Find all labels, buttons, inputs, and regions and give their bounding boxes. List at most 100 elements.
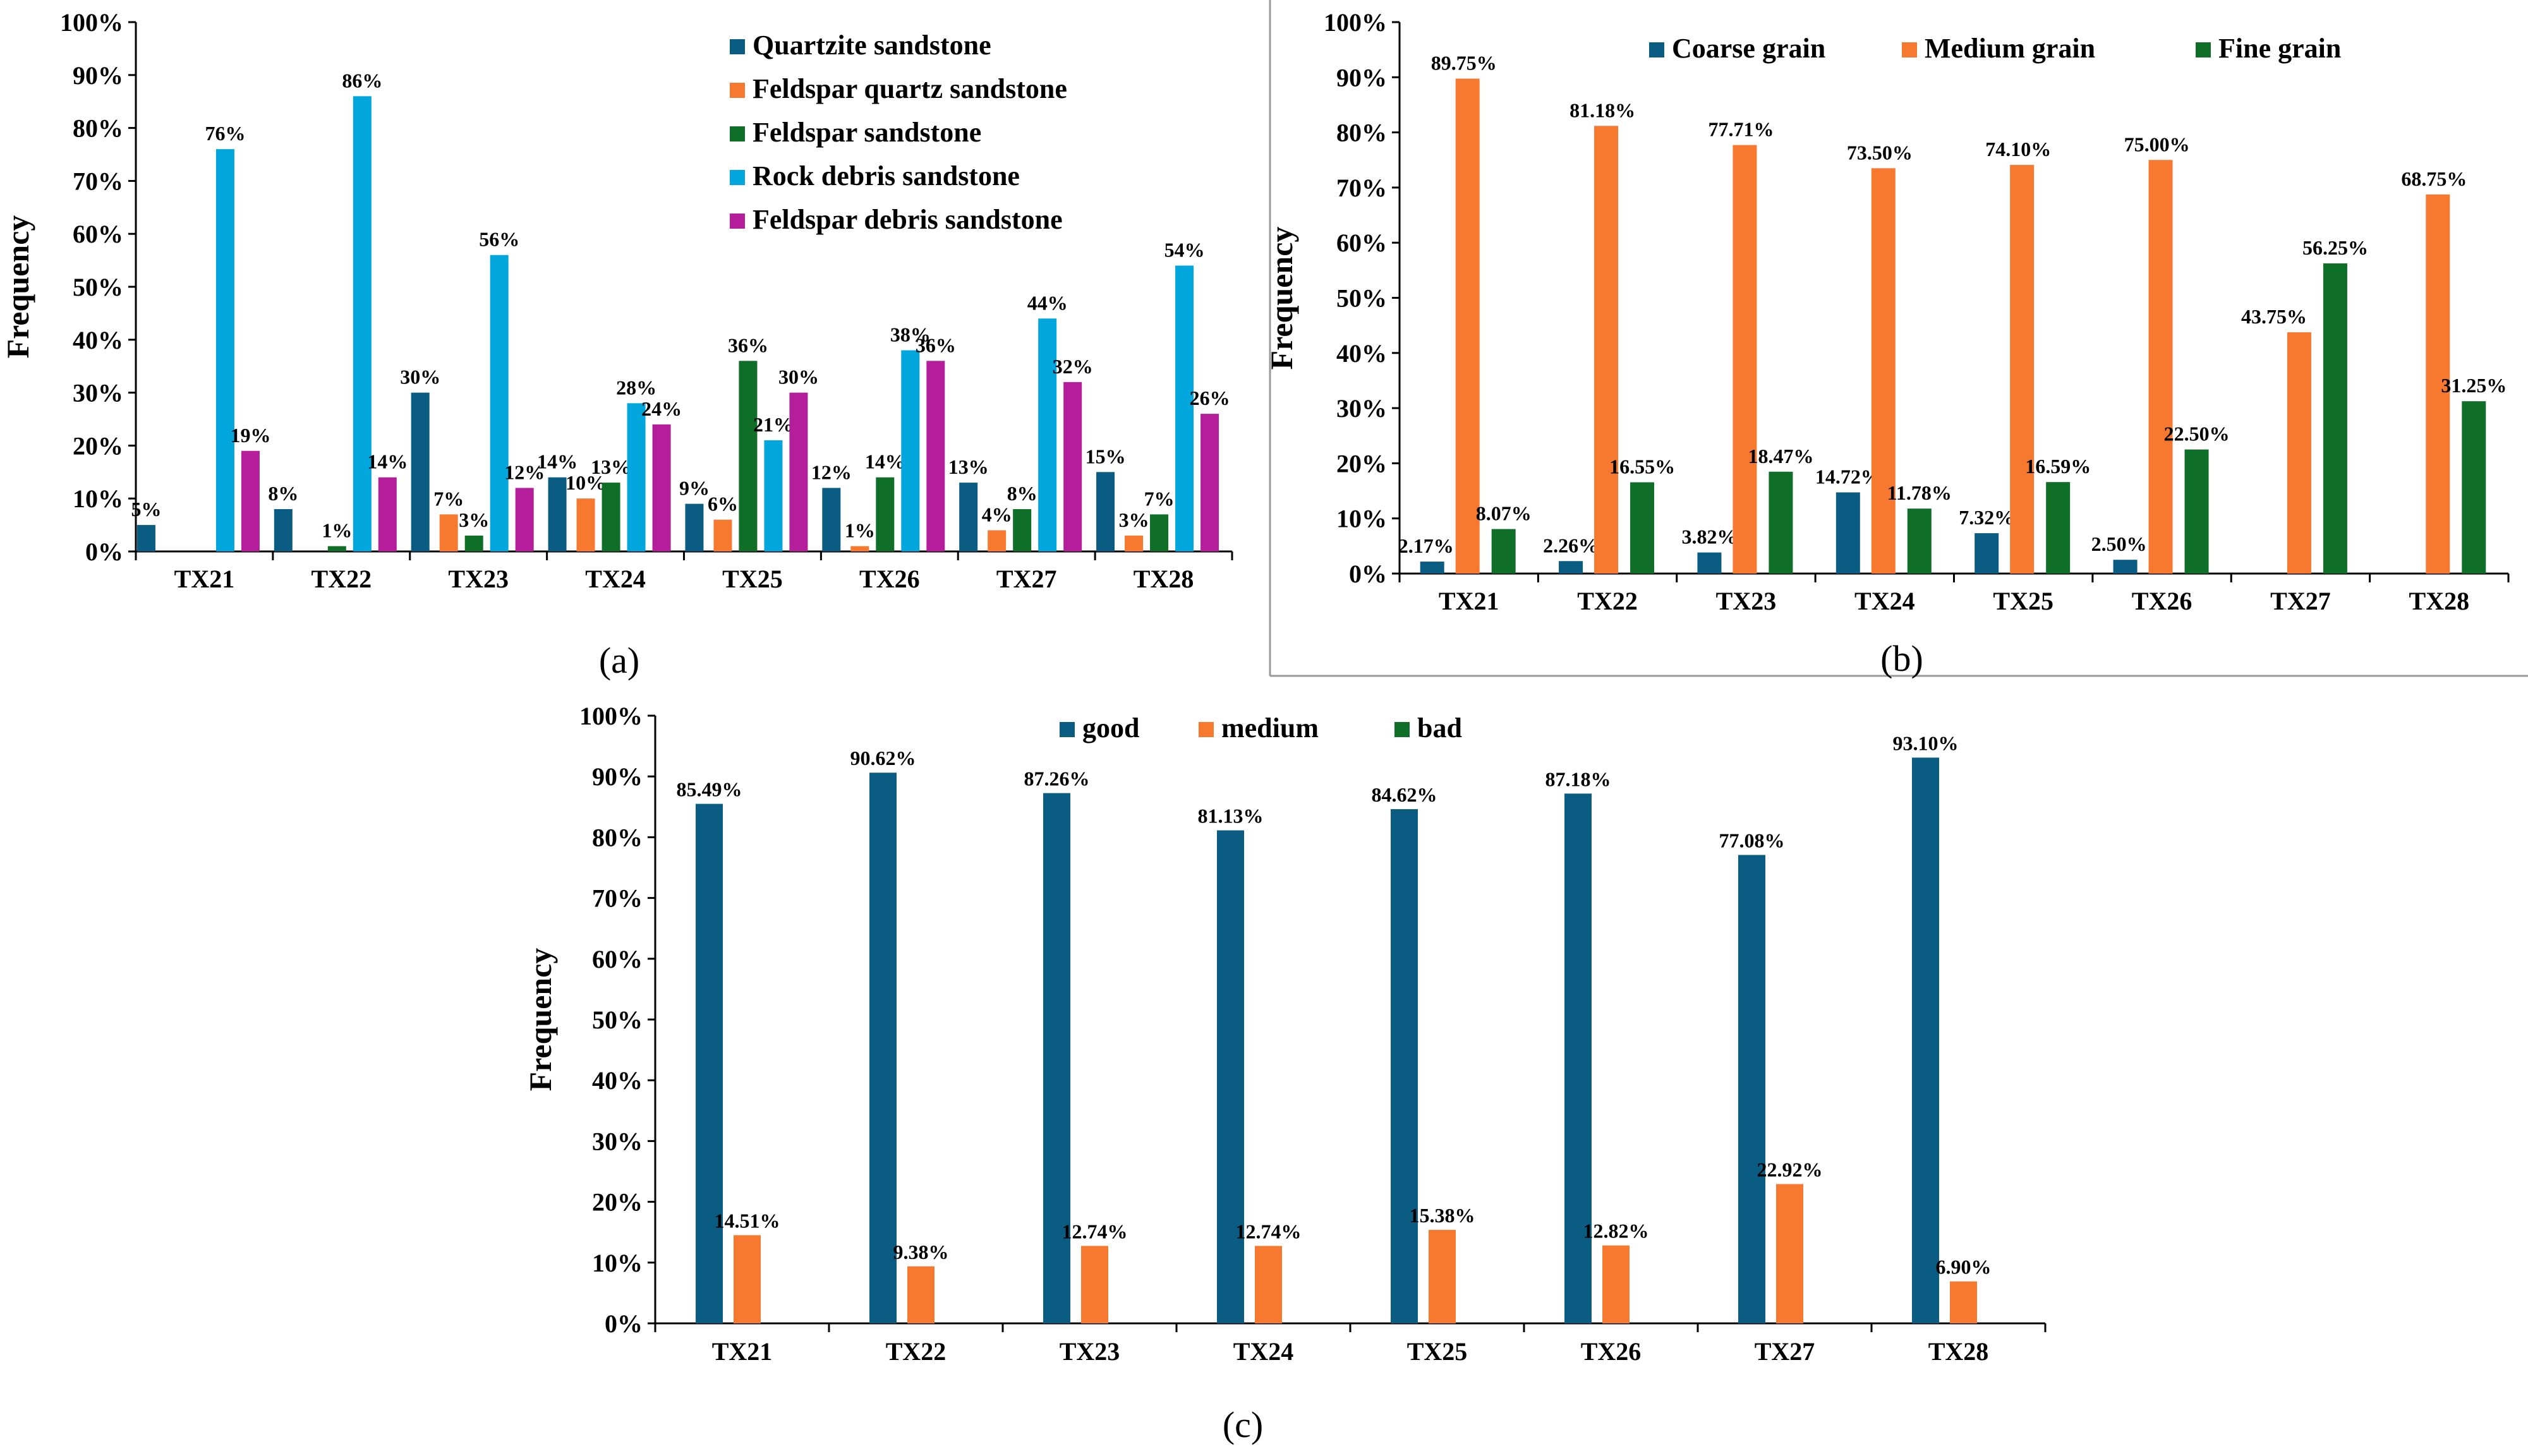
chart-c-y-tick-label: 70% [592,884,643,913]
chart-b-y-tick-label: 10% [1336,505,1387,533]
chart-c-data-label: 12.82% [1583,1220,1649,1242]
chart-c-bar-good-tx26 [1564,793,1592,1323]
chart-c-bar-medium-tx26 [1602,1245,1630,1323]
chart-b-y-axis-title: Frequency [1264,227,1299,370]
chart-a-x-tick-label: TX26 [859,565,920,593]
chart-a-legend-swatch-feldspar-sandstone [730,126,745,141]
chart-a-bar-rock-debris-sandstone-tx25 [764,440,783,551]
chart-c-legend-swatch-medium [1199,722,1214,737]
chart-c-bar-medium-tx21 [734,1235,761,1323]
chart-b-bar-fine-grain-tx25 [2046,482,2071,574]
chart-c-x-tick-label: TX27 [1755,1337,1815,1366]
chart-a-data-label: 8% [1007,482,1037,505]
chart-a-bar-feldspar-debris-sandstone-tx27 [1063,382,1082,551]
chart-a-legend-label: Rock debris sandstone [753,160,1020,191]
chart-b-bar-medium-grain-tx25 [2010,165,2035,574]
chart-b-bar-coarse-grain-tx24 [1836,492,1860,574]
chart-a-x-tick-label: TX21 [174,565,235,593]
chart-a-y-tick-label: 0% [85,538,123,566]
chart-b-data-label: 2.17% [1398,534,1454,557]
chart-c-data-label: 93.10% [1893,731,1959,754]
chart-c-bar-medium-tx24 [1255,1246,1282,1323]
chart-a-legend-label: Quartzite sandstone [753,30,991,61]
chart-b-data-label: 16.55% [1609,455,1675,478]
chart-a-bar-quartzite-sandstone-tx22 [274,508,293,551]
chart-a-bar-rock-debris-sandstone-tx24 [627,403,646,551]
chart-a-data-label: 38% [890,323,931,346]
chart-a-data-label: 12% [811,460,852,483]
chart-c-bar-medium-tx27 [1776,1184,1803,1323]
chart-a-data-label: 30% [778,366,819,388]
chart-b-legend-swatch-coarse-grain [1649,42,1664,57]
chart-a-y-tick-label: 20% [73,431,123,460]
chart-a-legend-label: Feldspar quartz sandstone [753,73,1067,104]
chart-a-data-label: 36% [728,334,768,356]
chart-a-data-label: 4% [982,503,1012,526]
chart-a-bar-feldspar-sandstone-tx22 [327,546,346,551]
chart-c-legend-label: medium [1221,713,1319,743]
chart-c-x-tick-label: TX25 [1407,1337,1468,1366]
chart-c-data-label: 84.62% [1372,783,1437,806]
chart-b-data-label: 2.50% [2091,532,2147,555]
chart-b-x-tick-label: TX23 [1716,587,1777,615]
chart-a-bar-quartzite-sandstone-tx27 [959,483,978,551]
chart-c-y-tick-label: 0% [605,1309,643,1338]
chart-a-bar-feldspar-debris-sandstone-tx21 [241,450,260,551]
chart-b-data-label: 81.18% [1569,99,1635,121]
chart-c-bar-medium-tx25 [1429,1230,1456,1323]
chart-c-data-label: 85.49% [677,778,742,801]
chart-c-y-tick-label: 80% [592,823,643,851]
chart-a-bar-rock-debris-sandstone-tx21 [215,149,234,551]
chart-a-data-label: 15% [1086,445,1126,467]
chart-a-data-label: 30% [400,366,440,388]
chart-a-y-tick-label: 10% [73,484,123,513]
chart-b-x-tick-label: TX24 [1854,587,1915,615]
chart-c-y-tick-label: 60% [592,945,643,973]
chart-b-y-tick-label: 80% [1336,119,1387,147]
chart-a-data-label: 13% [591,455,631,478]
chart-b-x-tick-label: TX21 [1439,587,1499,615]
chart-c-y-tick-label: 30% [592,1127,643,1155]
chart-c-y-tick-label: 40% [592,1066,643,1095]
chart-b-legend-label: Fine grain [2218,33,2341,64]
chart-c-data-label: 12.74% [1062,1220,1128,1242]
chart-a-data-label: 36% [916,334,956,356]
chart-c-bar-good-tx25 [1391,809,1418,1323]
chart-a-legend-swatch-feldspar-debris-sandstone [730,214,745,229]
chart-b-data-label: 3.82% [1681,526,1737,548]
chart-c-x-tick-label: TX26 [1581,1337,1642,1366]
chart-b-legend-label: Medium grain [1925,33,2095,64]
chart-b-x-tick-label: TX25 [1993,587,2053,615]
chart-a-bar-feldspar-sandstone-tx23 [464,535,483,551]
chart-a-y-tick-label: 30% [73,379,123,407]
chart-a-bar-feldspar-debris-sandstone-tx28 [1200,414,1219,551]
chart-a-bar-feldspar-quartz-sandstone-tx27 [988,530,1007,551]
chart-b-data-label: 74.10% [1985,138,2051,160]
chart-c-data-label: 15.38% [1410,1204,1475,1227]
chart-a-data-label: 14% [367,450,408,473]
chart-c-legend-label: bad [1417,713,1462,743]
chart-a-data-label: 3% [459,508,489,531]
chart-b-bar-medium-grain-tx28 [2426,194,2450,574]
chart-b-data-label: 43.75% [2241,305,2307,328]
chart-a-y-axis-title: Frequency [0,215,35,359]
chart-b-bar-medium-grain-tx26 [2148,160,2173,574]
chart-b-bar-fine-grain-tx23 [1769,471,1793,574]
chart-a-bar-rock-debris-sandstone-tx26 [901,350,920,551]
chart-b-bar-medium-grain-tx22 [1594,126,1619,574]
chart-a-bar-feldspar-quartz-sandstone-tx24 [576,498,595,551]
chart-a-data-label: 6% [708,493,738,515]
chart-a-y-tick-label: 50% [73,273,123,301]
chart-a-y-tick-label: 100% [60,8,123,37]
chart-a-data-label: 1% [322,519,352,542]
chart-a-data-label: 56% [479,228,519,251]
chart-b-data-label: 18.47% [1748,445,1813,467]
chart-b-bar-fine-grain-tx26 [2184,449,2209,574]
chart-a-bar-feldspar-sandstone-tx26 [876,477,895,551]
chart-c-bar-good-tx27 [1738,855,1765,1323]
chart-b-data-label: 68.75% [2401,167,2467,190]
chart-b-bar-coarse-grain-tx22 [1559,561,1583,574]
chart-c-data-label: 22.92% [1757,1158,1823,1181]
chart-c-x-tick-label: TX21 [712,1337,773,1366]
chart-b-y-tick-label: 30% [1336,394,1387,423]
